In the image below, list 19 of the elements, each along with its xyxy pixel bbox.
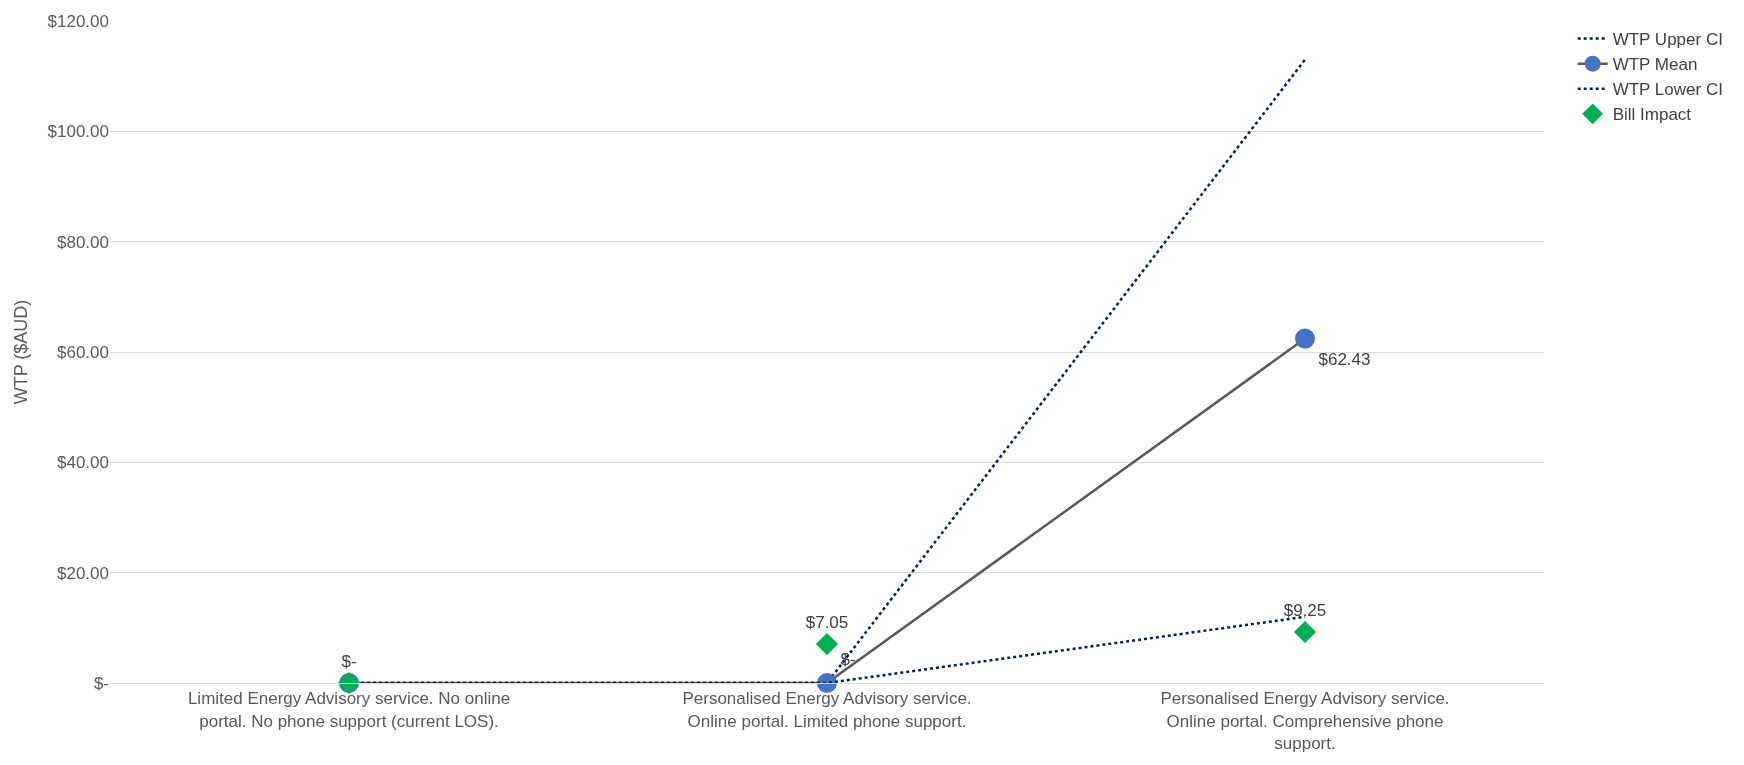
data-label: $- [341,652,357,672]
x-tick-label: Personalised Energy Advisory service. Online portal. Limited phone support. [682,689,972,731]
legend-label: Bill Impact [1612,105,1692,125]
y-tick-label: $- [93,673,109,693]
y-tick-label: $20.00 [57,563,109,583]
legend-label: WTP Upper CI [1612,30,1723,50]
y-tick-label: $100.00 [47,122,109,142]
data-label: $7.05 [805,613,849,633]
y-axis-title: WTP ($AUD) [10,299,31,405]
x-tick-label: Personalised Energy Advisory service. Online portal. Comprehensive phone support. [1160,689,1450,753]
y-tick-label: $60.00 [57,342,109,362]
y-tick-label: $80.00 [57,232,109,252]
x-tick-label: Limited Energy Advisory service. No online portal. No phone support (current LOS). [187,689,511,731]
data-label: $62.43 [1318,349,1371,369]
data-label: $9.25 [1283,601,1327,621]
y-tick-label: $40.00 [57,453,109,473]
y-tick-label: $120.00 [47,11,109,31]
legend-label: WTP Mean [1612,55,1698,75]
legend-label: WTP Lower CI [1612,80,1723,100]
